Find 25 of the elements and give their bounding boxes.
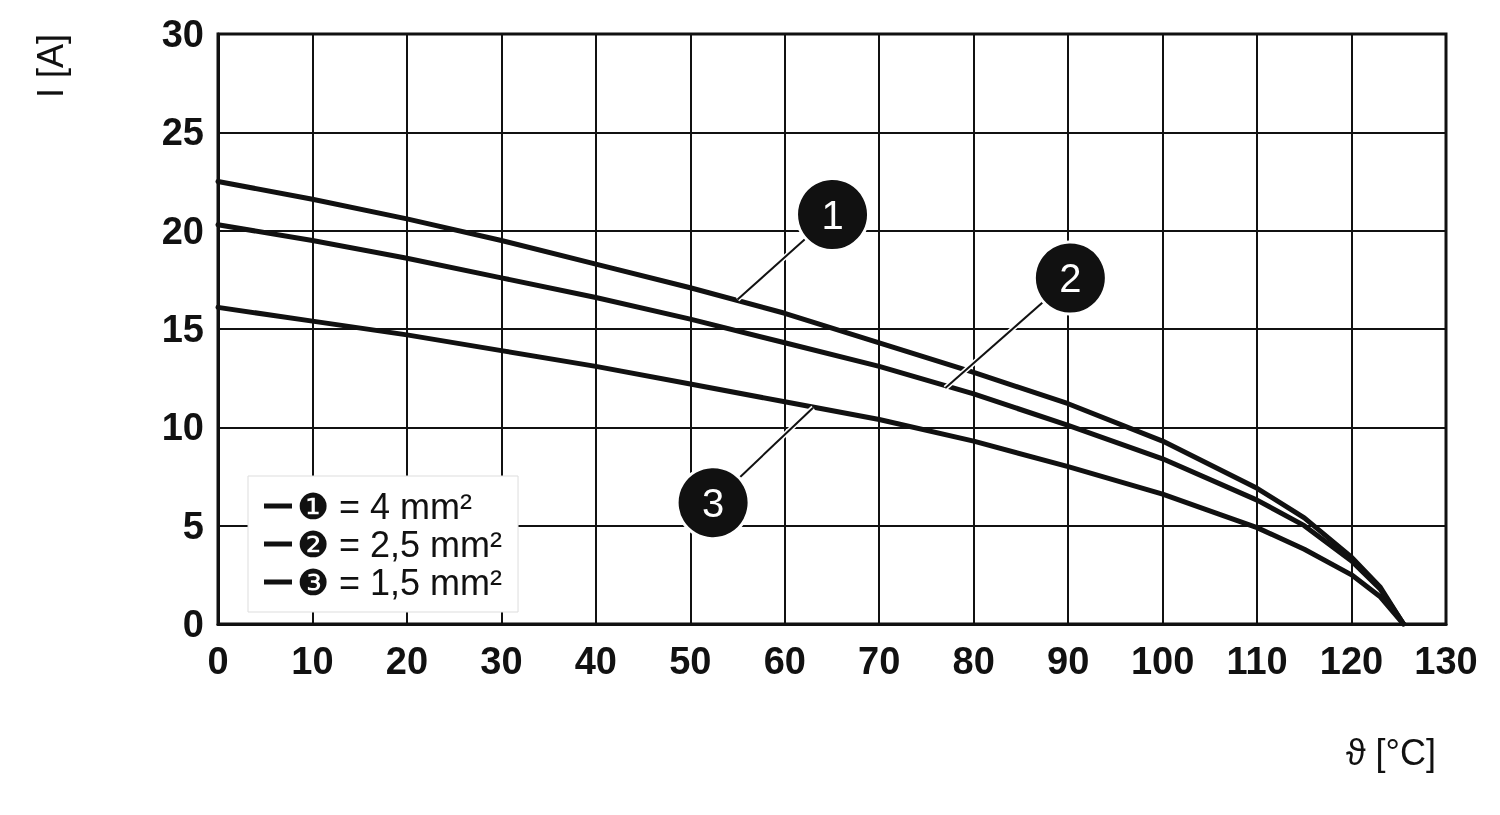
x-tick-label: 120 — [1319, 640, 1384, 682]
x-tick-label: 70 — [858, 640, 901, 682]
y-tick-label: 25 — [161, 111, 204, 154]
annotation: 2 — [1059, 256, 1082, 300]
x-tick-label: 90 — [1047, 640, 1090, 682]
x-tick-label: 10 — [291, 640, 334, 682]
x-tick-label: 130 — [1414, 640, 1478, 682]
annotation: 3 — [701, 480, 725, 525]
y-tick-label: 15 — [161, 308, 204, 350]
x-tick-label: 110 — [1226, 640, 1288, 682]
x-tick-label: 20 — [385, 640, 429, 682]
y-tick-label: 20 — [161, 209, 204, 252]
y-tick-label: 5 — [182, 504, 204, 547]
annotation: 1 — [821, 192, 844, 237]
y-tick-label: 30 — [161, 13, 204, 55]
x-tick-label: 100 — [1130, 640, 1195, 682]
y-tick-label: 0 — [182, 603, 204, 645]
x-tick-label: 30 — [480, 640, 523, 682]
x-tick-label: 40 — [574, 640, 617, 682]
x-tick-label: 60 — [763, 640, 806, 682]
y-tick-label: 10 — [161, 406, 204, 449]
x-tick-label: 80 — [952, 640, 995, 682]
x-axis-title: ϑ [°C] — [1345, 731, 1436, 773]
y-axis-title: I [A] — [29, 34, 71, 99]
x-tick-label: 50 — [669, 640, 712, 682]
